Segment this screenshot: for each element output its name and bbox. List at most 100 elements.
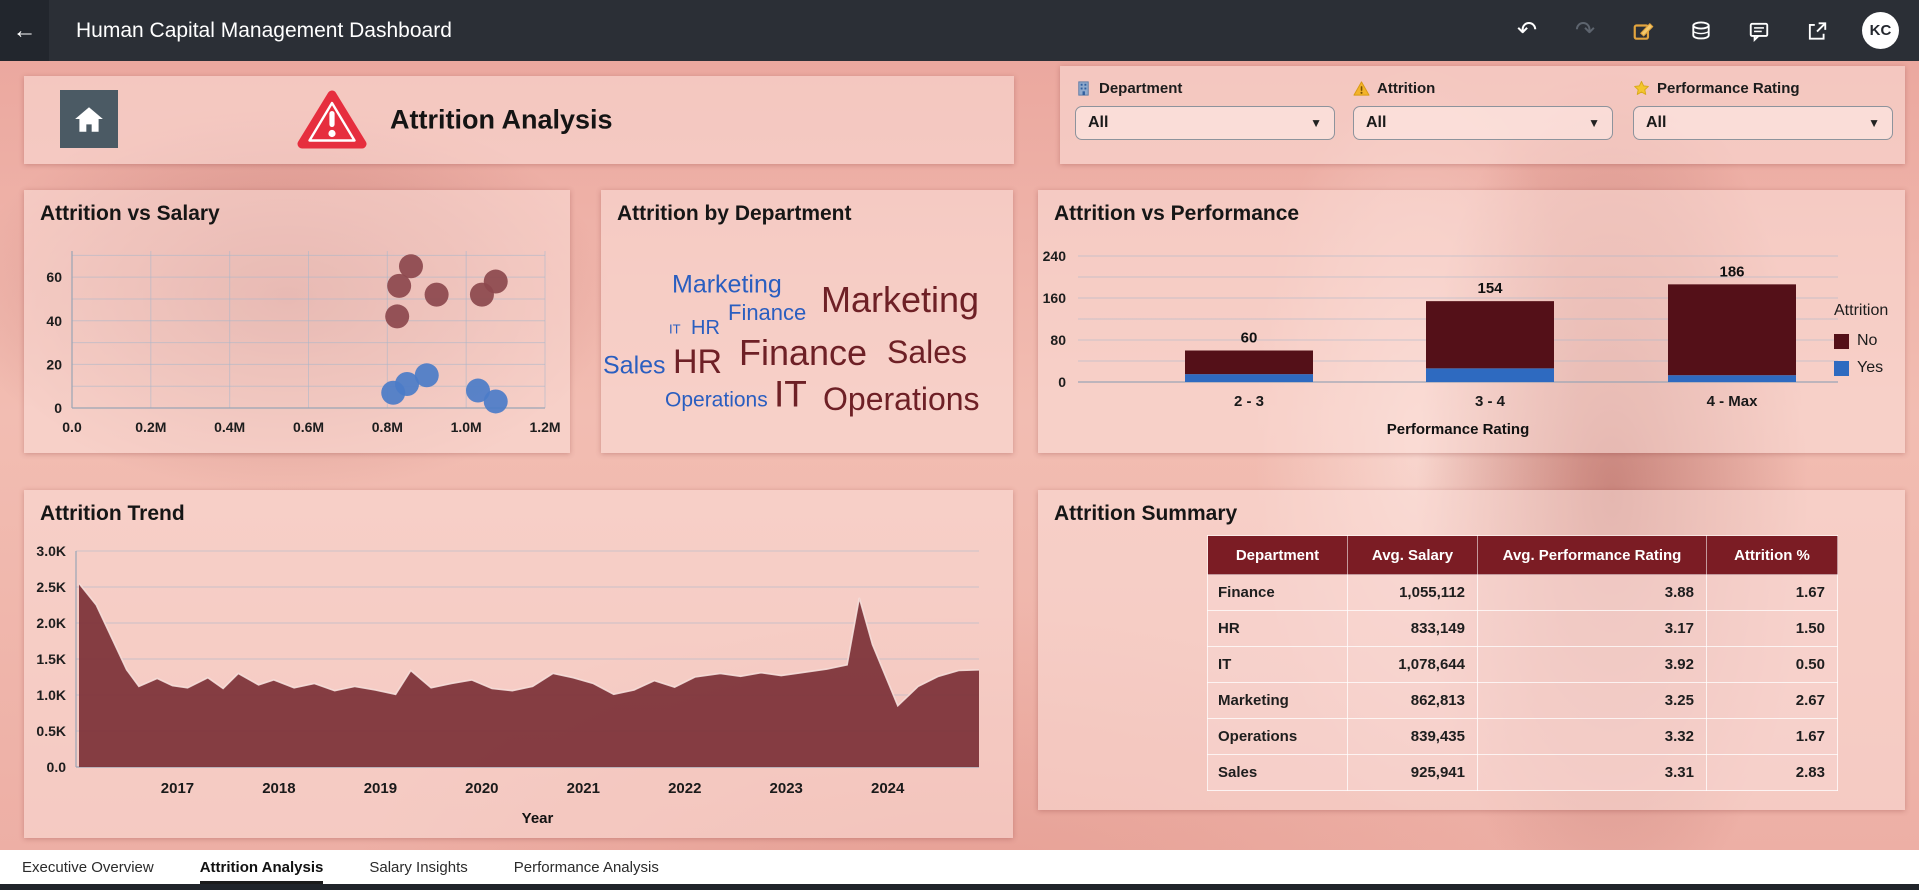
header-title-card: Attrition Analysis — [24, 76, 1014, 164]
wordcloud-word-it[interactable]: IT — [774, 373, 807, 415]
table-cell: 833,149 — [1347, 610, 1478, 647]
bar-segment-yes[interactable] — [1426, 368, 1554, 382]
x-axis-category-label: 2 - 3 — [1234, 393, 1264, 410]
attrition-vs-performance-card: Attrition vs Performance 0 80 160 240 60 2 - … — [1038, 190, 1905, 453]
table-row[interactable]: Marketing 862,813 3.25 2.67 — [1207, 682, 1838, 719]
undo-icon: ↶ — [1516, 16, 1538, 44]
y-axis-tick-label: 240 — [1043, 248, 1067, 264]
legend-title: Attrition — [1834, 302, 1889, 319]
y-axis-tick-label: 0 — [54, 400, 62, 416]
table-cell: Marketing — [1207, 682, 1348, 719]
attrition-vs-salary-chart: 0 20 40 60 0.0 0.2M 0.4M 0.6M 0.8M 1.0M 1.2M — [46, 251, 561, 435]
x-axis-tick-label: 2018 — [262, 780, 295, 797]
attrition-vs-salary-card: Attrition vs Salary 0 20 40 60 0.0 0.2M 0.4M 0.… — [24, 190, 570, 453]
y-axis-tick-label: 60 — [46, 269, 62, 285]
trend-area[interactable] — [79, 583, 979, 767]
wordcloud-word-finance[interactable]: Finance — [728, 300, 807, 325]
wordcloud-word-operations[interactable]: Operations — [823, 381, 980, 417]
bar-chart-title: Attrition vs Performance — [1054, 202, 1300, 225]
scatter-point-no[interactable] — [385, 304, 410, 329]
table-row[interactable]: Finance 1,055,112 3.88 1.67 — [1207, 574, 1838, 611]
table-header-cell: Department — [1207, 535, 1348, 575]
x-axis-title: Performance Rating — [1387, 421, 1530, 438]
wordcloud-word-hr[interactable]: HR — [691, 317, 720, 339]
performance-rating-dropdown[interactable]: All ▼ — [1633, 106, 1893, 140]
attrition-alert-badge — [296, 88, 368, 155]
scatter-point-yes[interactable] — [414, 363, 439, 388]
x-axis-tick-label: 2021 — [567, 780, 600, 797]
back-icon: ← — [12, 16, 37, 44]
bar-segment-yes[interactable] — [1185, 374, 1313, 382]
attrition-summary-table: Department Avg. Salary Avg. Performance Ra… — [1207, 535, 1838, 791]
y-axis-tick-label: 1.5K — [36, 651, 66, 667]
data-refresh-button[interactable] — [1688, 18, 1714, 44]
table-header-cell: Avg. Performance Rating — [1477, 535, 1707, 575]
table-cell: 925,941 — [1347, 754, 1478, 791]
x-axis-tick-label: 2024 — [871, 780, 905, 797]
table-cell: 3.25 — [1477, 682, 1707, 719]
scatter-point-no[interactable] — [398, 254, 423, 279]
wordcloud-word-it[interactable]: IT — [669, 321, 681, 337]
scatter-point-yes[interactable] — [465, 378, 490, 403]
table-cell: 2.83 — [1706, 754, 1838, 791]
comments-button[interactable] — [1746, 18, 1772, 44]
table-row[interactable]: Operations 839,435 3.32 1.67 — [1207, 718, 1838, 755]
scatter-point-no[interactable] — [424, 282, 449, 307]
y-axis-tick-label: 0.5K — [36, 723, 66, 739]
share-button[interactable] — [1804, 18, 1830, 44]
back-button[interactable]: ← — [0, 0, 49, 61]
bar-value-label: 186 — [1719, 263, 1744, 280]
wordcloud-word-sales[interactable]: Sales — [603, 351, 666, 380]
table-row[interactable]: IT 1,078,644 3.92 0.50 — [1207, 646, 1838, 683]
app-title: Human Capital Management Dashboard — [76, 18, 452, 42]
x-axis-tick-label: 2020 — [465, 780, 498, 797]
attrition-warning-icon — [1353, 81, 1370, 96]
tab-attrition-analysis[interactable]: Attrition Analysis — [199, 850, 323, 884]
filter-performance-rating: Performance Rating All ▼ — [1633, 80, 1893, 140]
bar-segment-no[interactable] — [1185, 350, 1313, 375]
scatter-point-no[interactable] — [483, 269, 508, 294]
scatter-point-yes[interactable] — [483, 389, 508, 414]
table-row[interactable]: Sales 925,941 3.31 2.83 — [1207, 754, 1838, 791]
tab-performance-analysis[interactable]: Performance Analysis — [513, 858, 659, 876]
user-avatar[interactable]: KC — [1862, 12, 1899, 49]
scatter-point-no[interactable] — [387, 273, 412, 298]
table-cell: 3.17 — [1477, 610, 1707, 647]
table-row[interactable]: HR 833,149 3.17 1.50 — [1207, 610, 1838, 647]
table-cell: 0.50 — [1706, 646, 1838, 683]
filter-performance-rating-label: Performance Rating — [1633, 80, 1893, 97]
redo-button[interactable]: ↷ — [1572, 18, 1598, 44]
bar-segment-no[interactable] — [1668, 284, 1796, 376]
tab-executive-overview[interactable]: Executive Overview — [22, 858, 154, 876]
y-axis-tick-label: 80 — [1050, 332, 1066, 348]
wordcloud-word-hr[interactable]: HR — [673, 343, 723, 381]
wordcloud-word-operations[interactable]: Operations — [665, 388, 768, 412]
undo-button[interactable]: ↶ — [1514, 18, 1540, 44]
wordcloud-word-marketing[interactable]: Marketing — [672, 270, 782, 299]
scatter-point-yes[interactable] — [395, 372, 420, 397]
filter-attrition: Attrition All ▼ — [1353, 80, 1613, 140]
x-axis-tick-label: 0.4M — [214, 419, 245, 435]
home-button[interactable] — [60, 90, 118, 148]
table-cell: 1.50 — [1706, 610, 1838, 647]
bar-segment-no[interactable] — [1426, 301, 1554, 369]
table-cell: 1,055,112 — [1347, 574, 1478, 611]
legend-item-yes[interactable]: Yes — [1834, 359, 1888, 377]
edit-button[interactable] — [1630, 18, 1656, 44]
attrition-trend-chart: 0.0 0.5K 1.0K 1.5K 2.0K 2.5K 3.0K 2017 2018 2019 2… — [36, 543, 980, 827]
legend-item-no[interactable]: No — [1834, 332, 1888, 350]
table-cell: Finance — [1207, 574, 1348, 611]
wordcloud-word-finance[interactable]: Finance — [739, 332, 868, 373]
bar-segment-yes[interactable] — [1668, 375, 1796, 382]
tab-salary-insights[interactable]: Salary Insights — [369, 858, 468, 876]
trend-line — [78, 582, 980, 708]
y-axis-tick-label: 20 — [46, 356, 62, 372]
wordcloud-word-sales[interactable]: Sales — [887, 334, 968, 370]
attrition-dropdown[interactable]: All ▼ — [1353, 106, 1613, 140]
y-axis-tick-label: 1.0K — [36, 687, 66, 703]
table-cell: 1.67 — [1706, 574, 1838, 611]
department-dropdown[interactable]: All ▼ — [1075, 106, 1335, 140]
filter-attrition-label: Attrition — [1353, 80, 1613, 97]
wordcloud-word-marketing[interactable]: Marketing — [821, 279, 980, 320]
